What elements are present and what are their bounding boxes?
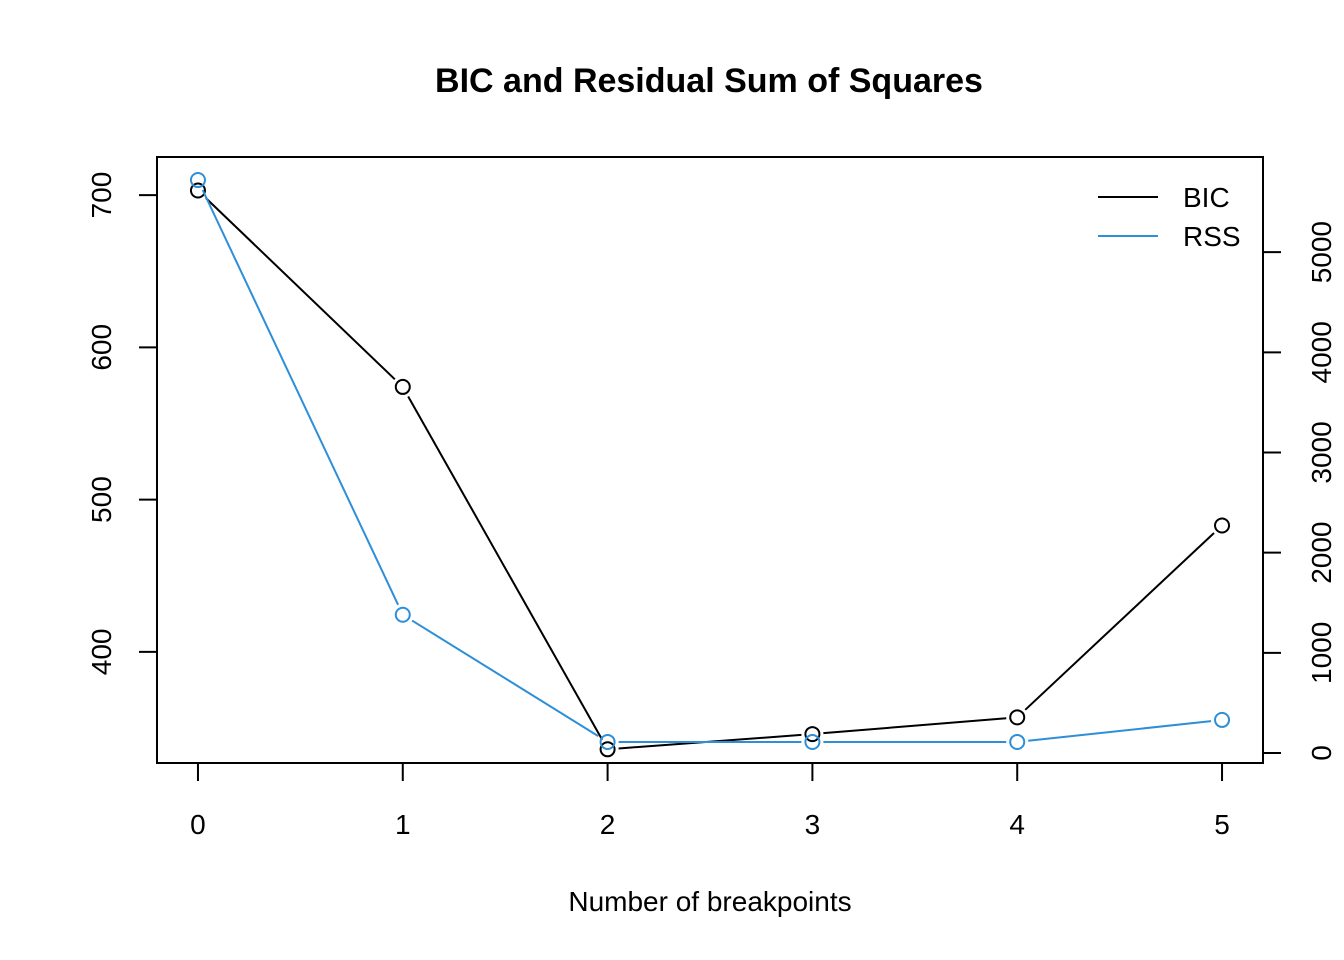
series-rss-point [804, 733, 821, 750]
series-rss-segment [1028, 720, 1212, 742]
series-bic-segment [823, 717, 1007, 735]
y-right-tick-label: 2000 [1306, 522, 1337, 584]
series-rss-point [599, 733, 616, 750]
y-left-tick-label: 400 [86, 628, 117, 675]
y-left-tick-label: 700 [86, 172, 117, 219]
series-layer [189, 172, 1231, 758]
legend-label-rss: RSS [1183, 221, 1241, 252]
series-bic-point [599, 741, 616, 758]
series-bic-segment [205, 197, 396, 381]
legend: BIC RSS [1098, 182, 1241, 252]
x-axis: 0 1 2 3 4 5 [190, 762, 1230, 840]
y-right-tick-label: 1000 [1306, 622, 1337, 684]
series-bic-segment [407, 395, 604, 741]
chart-title: BIC and Residual Sum of Squares [435, 62, 983, 100]
y-left-tick-label: 500 [86, 476, 117, 523]
y-right-tick-label: 0 [1306, 745, 1337, 761]
x-tick-label: 2 [600, 809, 616, 840]
series-rss-point [189, 172, 206, 189]
x-tick-label: 4 [1009, 809, 1025, 840]
series-bic-point [804, 726, 821, 743]
series-bic-segment [1024, 532, 1215, 711]
y-axis-right: 0 1000 2000 3000 4000 5000 [1262, 221, 1337, 761]
series-rss-point [394, 606, 411, 623]
y-left-tick-label: 600 [86, 324, 117, 371]
x-axis-label: Number of breakpoints [568, 886, 851, 917]
legend-label-bic: BIC [1183, 182, 1230, 213]
series-rss-segment [201, 189, 399, 606]
x-tick-label: 3 [805, 809, 821, 840]
series-rss [189, 172, 1231, 750]
series-bic-point [1009, 709, 1026, 726]
y-axis-left: 400 500 600 700 [86, 172, 158, 675]
x-tick-label: 5 [1214, 809, 1230, 840]
plot-frame [156, 156, 1264, 764]
series-bic-point [1214, 517, 1231, 534]
x-tick-label: 1 [395, 809, 411, 840]
y-right-tick-label: 3000 [1306, 421, 1337, 483]
series-rss-point [1214, 711, 1231, 728]
series-rss-point [1009, 733, 1026, 750]
y-right-tick-label: 5000 [1306, 221, 1337, 283]
series-bic-point [189, 182, 206, 199]
series-rss-segment [411, 619, 599, 738]
series-bic [189, 182, 1231, 758]
x-tick-label: 0 [190, 809, 206, 840]
series-bic-point [394, 378, 411, 395]
y-right-tick-label: 4000 [1306, 321, 1337, 383]
